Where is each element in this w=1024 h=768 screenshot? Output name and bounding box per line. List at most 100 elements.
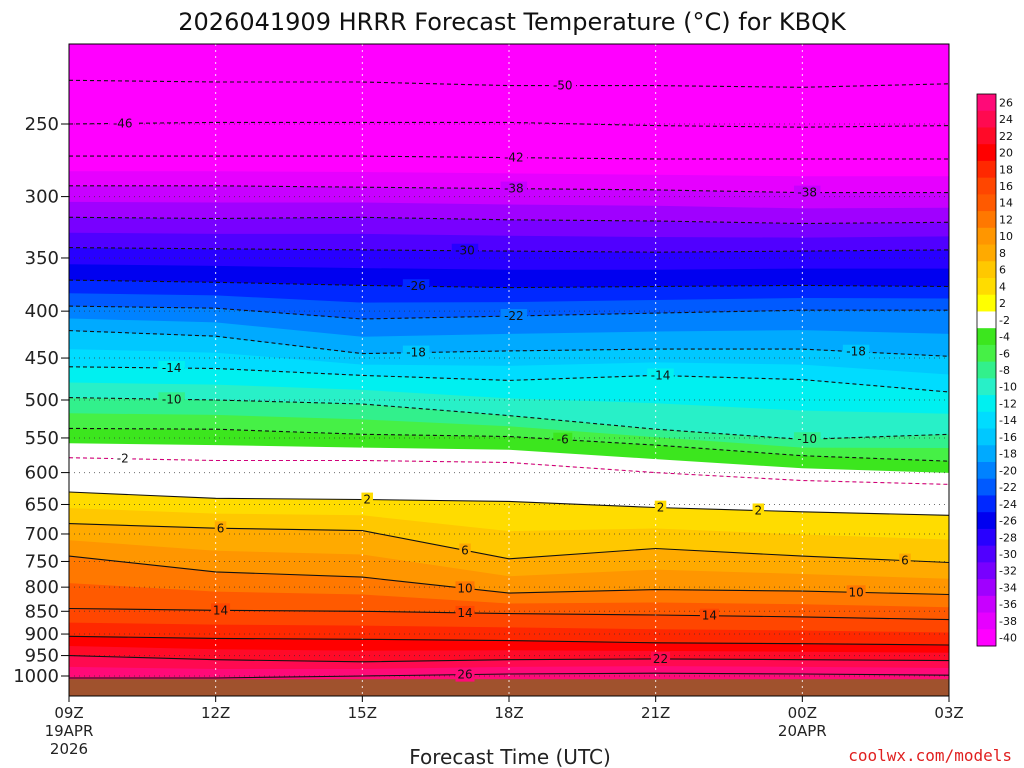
y-tick-label: 300	[25, 187, 59, 208]
colorbar-swatch	[977, 94, 996, 112]
x-tick-label: 15Z	[348, 704, 377, 722]
contour-line-6	[69, 523, 949, 564]
contour-label--22: -22	[504, 309, 524, 323]
colorbar-swatch	[977, 211, 996, 229]
colorbar-label: 4	[999, 280, 1006, 293]
colorbar-label: -2	[999, 314, 1010, 327]
colorbar-label: 14	[999, 197, 1013, 210]
y-tick-label: 900	[25, 624, 59, 645]
colorbar-swatch	[977, 495, 996, 513]
contour-line--42	[69, 155, 949, 160]
contour-label-bg	[109, 116, 137, 131]
colorbar-swatch	[977, 462, 996, 480]
contour-label-bg	[793, 185, 821, 200]
contour-label-2: 2	[363, 493, 371, 507]
colorbar-swatch	[977, 294, 996, 312]
contour-label-bg	[647, 368, 674, 383]
contour-label-bg	[211, 603, 231, 618]
contour-label-14: 14	[457, 606, 472, 620]
contour-label--6: -6	[557, 433, 569, 447]
y-tick-label: 1000	[13, 666, 59, 687]
colorbar-label: -18	[999, 448, 1017, 461]
band-mid--46	[69, 139, 949, 159]
y-tick-label: 550	[25, 428, 59, 449]
colorbar-label: 6	[999, 264, 1006, 277]
colorbar-swatch	[977, 194, 996, 212]
contour-label--14: -14	[651, 369, 671, 383]
contour-label--50: -50	[553, 79, 573, 93]
contour-label-bg	[451, 243, 479, 258]
contour-line-22	[69, 655, 949, 663]
contour-label--10: -10	[162, 392, 182, 406]
colorbar-label: -12	[999, 397, 1017, 410]
band-mid--6	[69, 443, 949, 485]
colorbar-swatch	[977, 428, 996, 446]
contour-label-bg	[899, 553, 911, 568]
colorbar-swatch	[977, 445, 996, 463]
contour-line--34	[69, 216, 949, 225]
colorbar-swatch	[977, 361, 996, 379]
contour-label-bg	[752, 503, 765, 518]
contour-label-bg	[654, 500, 667, 515]
contour-line--2	[69, 457, 949, 485]
colorbar-label: -34	[999, 581, 1017, 594]
colorbar-label: 24	[999, 113, 1013, 126]
y-tick-label: 800	[25, 577, 59, 598]
contour-line-2	[69, 491, 949, 516]
colorbar-label: -16	[999, 431, 1017, 444]
contour-label-bg	[500, 308, 528, 323]
contour-label-bg	[500, 150, 528, 165]
contour-label-bg	[214, 521, 227, 536]
contour-label-bg	[651, 651, 671, 666]
contour-line-26	[69, 672, 949, 679]
x-tick-label: 21Z	[641, 704, 670, 722]
colorbar-label: -26	[999, 515, 1017, 528]
band-mid--18	[69, 349, 949, 392]
colorbar-label: -36	[999, 598, 1017, 611]
contour-label-10: 10	[848, 585, 863, 599]
band-mid--50	[69, 102, 949, 128]
contour-label-bg	[113, 451, 133, 466]
contour-label-bg	[455, 581, 475, 596]
contour-label-bg	[158, 392, 185, 407]
colorbar-label: -6	[999, 347, 1010, 360]
x-tick-date: 20APR	[778, 722, 827, 740]
x-tick-label: 09Z	[54, 704, 83, 722]
temperature-field	[69, 44, 949, 696]
contour-label-bg	[402, 279, 430, 294]
colorbar-label: -28	[999, 531, 1017, 544]
band-mid-18	[69, 646, 949, 662]
contour-label-bg	[699, 608, 719, 623]
colorbar-label: -32	[999, 565, 1017, 578]
colorbar-label: -20	[999, 464, 1017, 477]
colorbar-swatch	[977, 344, 996, 363]
y-tick-label: 400	[25, 301, 59, 322]
colorbar-label: -8	[999, 364, 1010, 377]
contour-label-bg	[459, 543, 471, 558]
colorbar-label: 12	[999, 213, 1013, 226]
y-tick-label: 850	[25, 601, 59, 622]
y-tick-label: 500	[25, 390, 59, 411]
colorbar-swatch	[977, 528, 996, 547]
band-mid--10	[69, 413, 949, 462]
contour-label-2: 2	[657, 501, 665, 515]
colorbar-swatch	[977, 478, 996, 496]
contour-line--50	[69, 79, 949, 88]
colorbar-label: -38	[999, 615, 1017, 628]
colorbar-swatch	[977, 411, 996, 430]
colorbar-label: -10	[999, 381, 1017, 394]
x-tick-label: 18Z	[494, 704, 523, 722]
contour-label-22: 22	[653, 652, 668, 666]
contour-label-2: 2	[755, 503, 763, 517]
credit-text: coolwx.com/models	[848, 746, 1012, 765]
x-tick-label: 00Z	[788, 704, 817, 722]
colorbar-swatch	[977, 177, 996, 195]
x-tick-year: 2026	[50, 740, 88, 758]
y-tick-label: 750	[25, 551, 59, 572]
contour-line--38	[69, 185, 949, 194]
contour-label-bg	[793, 432, 821, 447]
contour-label-14: 14	[213, 603, 228, 617]
contour-label-bg	[549, 78, 577, 93]
